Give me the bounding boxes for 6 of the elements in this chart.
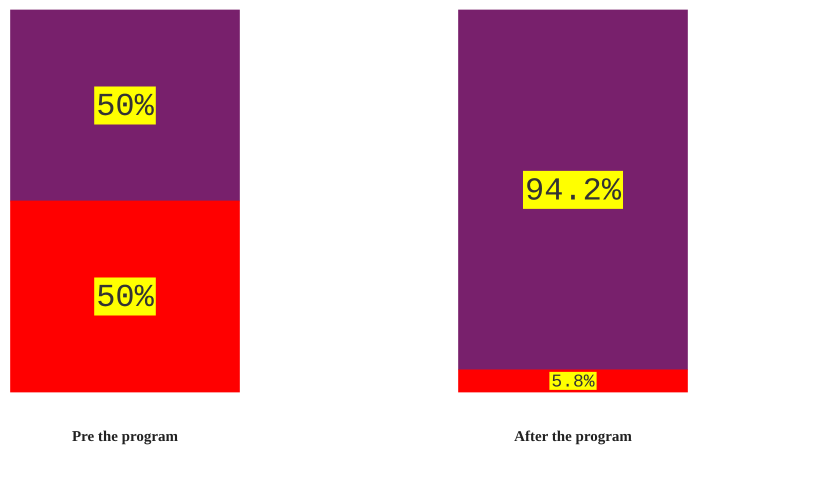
x-tick-label: After the program bbox=[514, 428, 632, 445]
data-label: 50% bbox=[96, 88, 155, 125]
x-tick-label: Pre the program bbox=[72, 428, 179, 445]
data-label: 94.2% bbox=[524, 172, 622, 210]
data-label: 50% bbox=[96, 278, 155, 316]
data-label: 5.8% bbox=[551, 372, 595, 393]
